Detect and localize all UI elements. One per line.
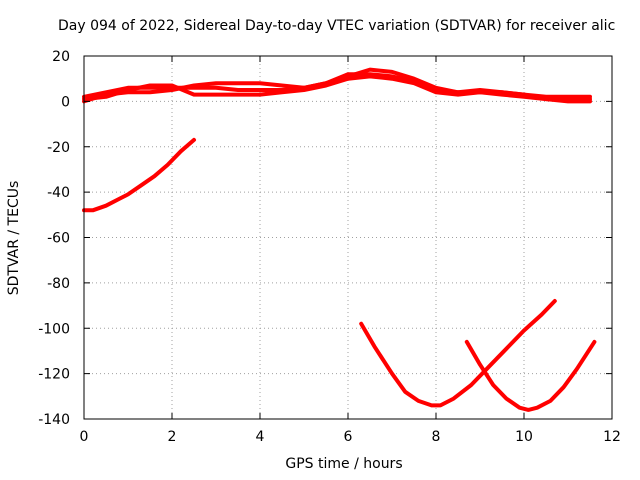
grid-lines (84, 56, 612, 419)
y-tick-label: -120 (38, 367, 70, 383)
x-tick-label: 8 (432, 429, 441, 445)
y-tick-label: 20 (52, 49, 70, 65)
y-tick-label: -80 (47, 276, 70, 292)
series-line-arc-3 (464, 339, 597, 412)
series-line-band-b (82, 72, 592, 104)
y-tick-label: -60 (47, 231, 70, 247)
series-line-arc-1 (82, 137, 196, 213)
x-tick-label: 6 (344, 429, 353, 445)
x-tick-label: 2 (168, 429, 177, 445)
series-line-arc-2 (359, 299, 557, 408)
y-tick-label: -40 (47, 185, 70, 201)
axis-ticks: 0 2 4 6 8 10 12 -140 -120 -100 -80 -60 -40 -20 0 20 (38, 49, 621, 445)
chart-title: Day 094 of 2022, Sidereal Day-to-day VTE… (58, 18, 616, 34)
x-tick-label: 12 (603, 429, 621, 445)
y-tick-label: -100 (38, 321, 70, 337)
series-group (82, 67, 597, 412)
x-axis-label: GPS time / hours (285, 456, 403, 472)
y-tick-label: 0 (61, 94, 70, 110)
y-tick-label: -140 (38, 412, 70, 428)
x-tick-label: 0 (80, 429, 89, 445)
series-line-band-c (82, 74, 592, 104)
y-axis-label: SDTVAR / TECUs (6, 180, 22, 296)
y-tick-label: -20 (47, 140, 70, 156)
x-tick-label: 4 (256, 429, 265, 445)
x-tick-label: 10 (515, 429, 533, 445)
